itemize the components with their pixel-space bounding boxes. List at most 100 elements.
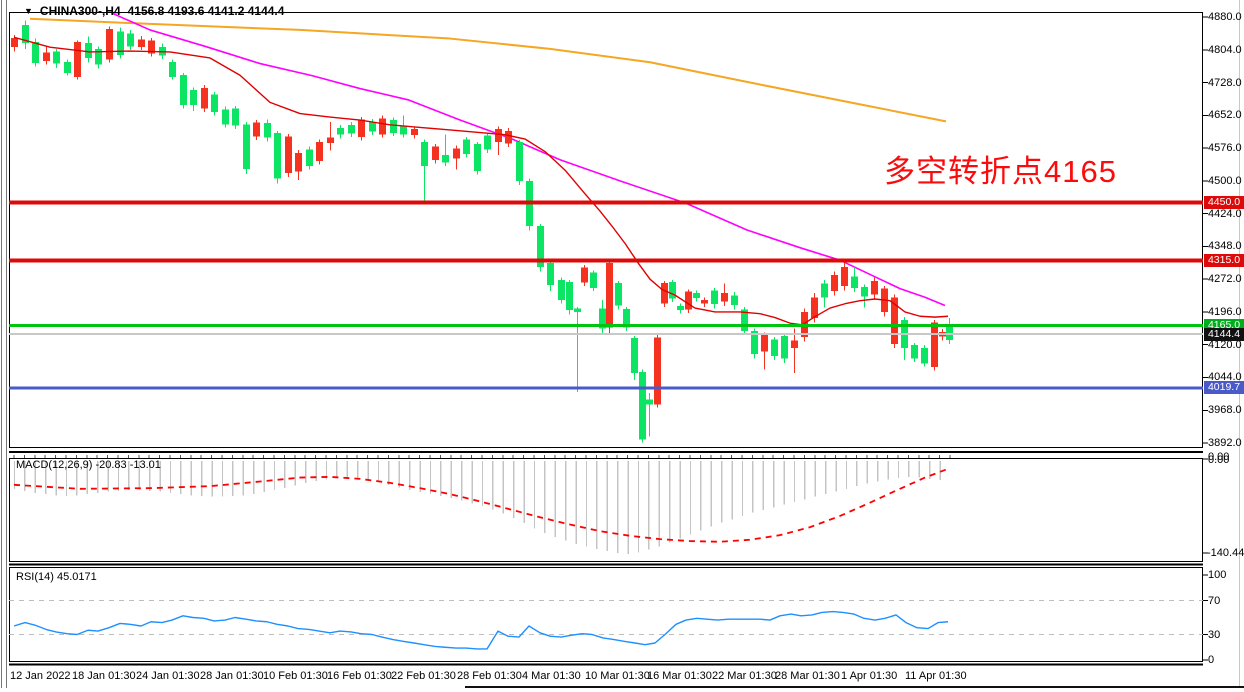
- rsi-indicator-label: RSI(14) 45.0171: [16, 571, 97, 583]
- candle: [558, 280, 565, 300]
- candle: [811, 297, 818, 318]
- price-axis-label: 4880.0: [1208, 11, 1242, 23]
- main-panel-frame: [9, 12, 1203, 448]
- candle: [931, 322, 938, 368]
- rsi-axis-label: 100: [1208, 569, 1227, 581]
- time-axis-label: 11 Apr 01:30: [905, 670, 967, 682]
- price-axis-label: 4196.0: [1208, 306, 1242, 318]
- price-axis-label: 4500.0: [1208, 175, 1242, 187]
- candle: [693, 292, 700, 299]
- candle: [201, 88, 208, 109]
- time-axis-label: 10 Mar 01:30: [585, 670, 650, 682]
- time-axis-label: 28 Mar 01:30: [775, 670, 840, 682]
- time-axis-label: 18 Jan 01:30: [72, 670, 136, 682]
- annotation-text: 多空转折点4165: [884, 154, 1117, 189]
- candle: [547, 262, 554, 286]
- time-axis-label: 4 Mar 01:30: [522, 670, 581, 682]
- rsi-line: [13, 610, 949, 650]
- price-axis-label: 4728.0: [1208, 77, 1242, 89]
- price-axis-label: 4044.0: [1208, 371, 1242, 383]
- candle: [781, 336, 788, 359]
- price-line-badge[interactable]: 4315.0: [1204, 254, 1244, 267]
- candle: [751, 330, 758, 355]
- candle: [180, 75, 187, 105]
- candle: [484, 135, 491, 150]
- candle: [669, 282, 676, 299]
- candle: [537, 226, 544, 268]
- candle: [566, 282, 573, 311]
- candle: [505, 130, 512, 144]
- candle: [148, 40, 155, 54]
- candle: [53, 51, 60, 64]
- price-axis-label: 4424.0: [1208, 208, 1242, 220]
- candle: [327, 137, 334, 143]
- candle: [169, 61, 176, 77]
- candle: [661, 283, 668, 304]
- candle: [574, 308, 581, 312]
- time-axis-label: 10 Feb 01:30: [263, 670, 328, 682]
- candle: [369, 121, 376, 132]
- candle: [285, 136, 292, 174]
- candle: [232, 108, 239, 126]
- candle: [106, 29, 113, 60]
- candle: [22, 25, 29, 43]
- candle: [771, 339, 778, 356]
- chart-title-bar: ▼ CHINA300-,H4 4156.8 4193.6 4141.2 4144…: [24, 4, 284, 18]
- price-axis-label: 4576.0: [1208, 142, 1242, 154]
- candle: [623, 308, 630, 328]
- ma-slow-orange-line: [29, 17, 947, 123]
- candle: [127, 33, 134, 47]
- candle: [741, 309, 748, 331]
- candle: [138, 39, 145, 48]
- time-axis-label: 12 Jan 2022: [10, 670, 71, 682]
- candle: [921, 348, 928, 364]
- ohlc-quotes: 4156.8 4193.6 4141.2 4144.4: [127, 4, 285, 18]
- candle: [711, 290, 718, 305]
- macd-signal-line: [13, 468, 947, 543]
- candle: [74, 42, 81, 77]
- candle: [11, 38, 18, 48]
- candle: [211, 94, 218, 112]
- candle: [891, 297, 898, 344]
- macd-indicator-label: MACD(12,26,9) -20.83 -13.01: [16, 459, 161, 471]
- time-axis-label: 28 Jan 01:30: [200, 670, 264, 682]
- symbol-dropdown-icon[interactable]: ▼: [24, 6, 33, 16]
- symbol-title: CHINA300-,H4: [39, 4, 121, 18]
- candle: [861, 286, 868, 297]
- candle: [442, 154, 449, 163]
- time-axis-label: 16 Mar 01:30: [647, 670, 712, 682]
- candle: [43, 52, 50, 61]
- candle: [453, 148, 460, 159]
- candle: [841, 267, 848, 287]
- candle: [306, 149, 313, 167]
- candle: [677, 305, 684, 311]
- macd-axis-min-label: -140.44: [1207, 547, 1244, 559]
- candle: [791, 340, 798, 349]
- candle: [274, 132, 281, 179]
- rsi-axis-label: 0: [1208, 654, 1215, 666]
- rsi-panel-frame: [9, 567, 1203, 662]
- candle: [911, 345, 918, 359]
- price-line-badge[interactable]: 4144.4: [1204, 328, 1244, 341]
- candle: [871, 280, 878, 295]
- price-axis-label: 3892.0: [1208, 437, 1242, 449]
- candle: [190, 89, 197, 105]
- candle: [358, 119, 365, 137]
- price-line-badge[interactable]: 4019.7: [1204, 381, 1244, 394]
- candle: [379, 118, 386, 135]
- candle: [117, 31, 124, 55]
- candle: [85, 42, 92, 58]
- candle: [606, 262, 613, 328]
- candle: [581, 267, 588, 283]
- candle: [95, 48, 102, 65]
- time-axis-label: 16 Feb 01:30: [327, 670, 392, 682]
- candle: [831, 274, 838, 292]
- rsi-axis-label: 30: [1208, 629, 1221, 641]
- price-line-badge[interactable]: 4450.0: [1204, 196, 1244, 209]
- candle: [64, 61, 71, 74]
- candle: [400, 125, 407, 135]
- candle: [264, 123, 271, 138]
- candle: [701, 299, 708, 304]
